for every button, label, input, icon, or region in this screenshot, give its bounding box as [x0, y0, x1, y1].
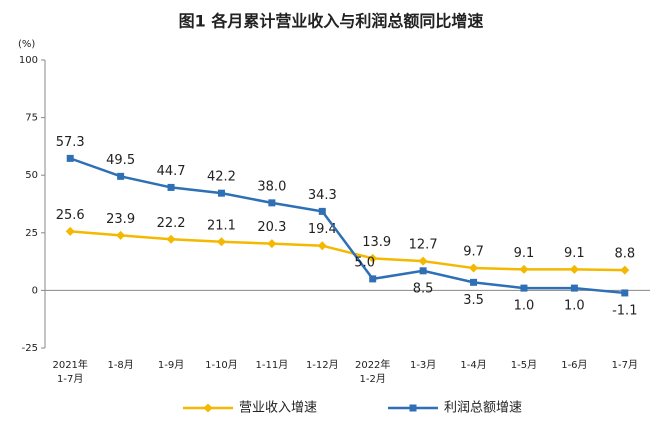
- data-label: 9.7: [463, 245, 484, 260]
- data-label: 25.6: [56, 208, 85, 223]
- y-tick-label: -25: [22, 343, 38, 354]
- x-tick-label-line: 1-3月: [410, 359, 436, 371]
- data-label: 21.1: [207, 218, 236, 233]
- point: [216, 237, 226, 247]
- point: [167, 183, 175, 191]
- point: [519, 264, 529, 274]
- data-label: 3.5: [463, 293, 484, 308]
- x-tick-label: 1-10月: [205, 359, 238, 371]
- x-tick-label-line: 1-10月: [205, 359, 238, 371]
- point: [268, 199, 276, 207]
- data-label: 23.9: [106, 212, 135, 227]
- x-tick-label-line: 1-8月: [107, 359, 133, 371]
- y-tick-label: 75: [25, 113, 38, 124]
- data-label: 9.1: [514, 246, 535, 261]
- y-tick-label: 0: [32, 285, 38, 296]
- data-label: 12.7: [409, 238, 438, 253]
- x-tick-label: 1-5月: [511, 359, 537, 371]
- chart-title: 图1 各月累计营业收入与利润总额同比增速: [179, 12, 484, 31]
- x-tick-label-line: 1-7月: [57, 373, 83, 385]
- data-label: 9.1: [564, 246, 585, 261]
- x-tick-label: 1-3月: [410, 359, 436, 371]
- point: [621, 289, 629, 297]
- x-tick-label: 1-8月: [107, 359, 133, 371]
- x-tick-label: 1-6月: [561, 359, 587, 371]
- y-axis-label: (%): [18, 39, 35, 50]
- legend-label: 营业收入增速: [239, 401, 317, 416]
- point: [368, 253, 378, 263]
- x-tick-label: 1-11月: [256, 359, 289, 371]
- data-label: 49.5: [106, 153, 135, 168]
- point: [317, 241, 327, 251]
- point: [217, 189, 225, 197]
- point: [469, 263, 479, 273]
- data-label: 34.3: [308, 188, 337, 203]
- x-tick-label-line: 1-11月: [256, 359, 289, 371]
- point: [369, 275, 377, 283]
- x-tick-label: 2021年 1-7月: [52, 358, 87, 385]
- data-label: 44.7: [157, 164, 186, 179]
- data-label: 1.0: [564, 299, 585, 314]
- data-label: 8.5: [413, 281, 434, 296]
- x-tick-label: 1-12月: [306, 359, 339, 371]
- point: [418, 256, 428, 266]
- data-label: 13.9: [362, 235, 391, 250]
- series-line: [69, 157, 625, 295]
- point: [117, 172, 125, 180]
- data-label: 19.4: [308, 222, 337, 237]
- point: [419, 267, 427, 275]
- x-tick-label: 1-4月: [460, 359, 486, 371]
- data-label: 38.0: [257, 179, 286, 194]
- point: [620, 265, 630, 275]
- point: [166, 234, 176, 244]
- series-line: [70, 230, 625, 272]
- data-label: 1.0: [514, 299, 535, 314]
- data-label: 57.3: [56, 135, 85, 150]
- x-tick-label-line: 1-9月: [158, 359, 184, 371]
- x-tick-label-line: 1-4月: [460, 359, 486, 371]
- x-tick-label-line: 1-12月: [306, 359, 339, 371]
- y-tick-label: 100: [19, 55, 38, 66]
- data-label: 22.2: [157, 216, 186, 231]
- legend-label: 利润总额增速: [444, 401, 522, 416]
- point: [318, 207, 326, 215]
- point: [570, 284, 578, 292]
- x-tick-label-line: 1-5月: [511, 359, 537, 371]
- x-tick-label-line: 1-7月: [612, 359, 638, 371]
- x-tick-label: 1-9月: [158, 359, 184, 371]
- point: [520, 284, 528, 292]
- point: [116, 230, 126, 240]
- point: [569, 264, 579, 274]
- point: [267, 239, 277, 249]
- x-tick-label: 2022年 1-2月: [355, 358, 390, 385]
- data-label: -1.1: [612, 303, 637, 318]
- point: [65, 226, 75, 236]
- y-tick-label: 50: [25, 170, 38, 181]
- y-tick-label: 25: [25, 228, 38, 239]
- data-label: 42.2: [207, 170, 236, 185]
- x-tick-label-line: 2022年: [355, 358, 390, 371]
- data-label: 5.0: [354, 255, 375, 270]
- point: [66, 154, 74, 162]
- x-tick-label: 1-7月: [612, 359, 638, 371]
- legend-marker: [203, 403, 213, 413]
- data-label: 20.3: [257, 220, 286, 235]
- point: [470, 278, 478, 286]
- x-tick-label-line: 1-2月: [360, 373, 386, 385]
- legend-marker: [409, 404, 417, 412]
- x-tick-label-line: 1-6月: [561, 359, 587, 371]
- data-label: 8.8: [614, 247, 635, 262]
- x-tick-label-line: 2021年: [52, 358, 87, 371]
